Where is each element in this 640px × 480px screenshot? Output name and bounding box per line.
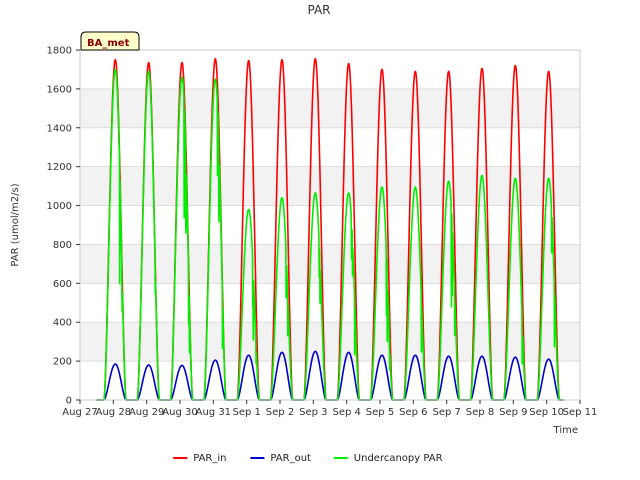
legend-label: PAR_in: [193, 453, 226, 464]
band: [80, 88, 580, 128]
x-tick-label: Sep 9: [499, 407, 527, 418]
legend-label: Undercanopy PAR: [354, 453, 443, 464]
site-label-box: BA_met: [80, 31, 140, 51]
y-tick-label: 1600: [47, 84, 72, 95]
y-tick-label: 400: [53, 318, 72, 329]
y-tick-label: 0: [66, 396, 72, 407]
y-axis-ticks: 0 200 400 600 800 1000 1200 1400 1600 1800: [47, 46, 80, 407]
x-axis-label: Time: [553, 425, 578, 436]
legend: PAR_in PAR_out Undercanopy PAR: [173, 453, 443, 464]
x-tick-label: Aug 28: [96, 407, 131, 418]
y-tick-label: 1000: [47, 201, 72, 212]
y-tick-label: 200: [53, 357, 72, 368]
plot-background: [80, 50, 580, 400]
legend-label: PAR_out: [270, 453, 311, 464]
x-tick-label: Sep 10: [529, 407, 564, 418]
x-tick-label: Sep 1: [232, 407, 260, 418]
x-tick-label: Sep 3: [299, 407, 327, 418]
band: [80, 244, 580, 284]
y-tick-label: 600: [53, 279, 72, 290]
chart-title: PAR: [307, 3, 330, 17]
x-tick-label: Sep 11: [563, 407, 598, 418]
x-tick-label: Sep 4: [332, 407, 360, 418]
x-tick-label: Sep 8: [466, 407, 494, 418]
x-tick-label: Sep 6: [399, 407, 427, 418]
x-tick-label: Aug 27: [62, 407, 97, 418]
x-tick-label: Aug 30: [162, 407, 197, 418]
x-tick-label: Sep 2: [266, 407, 294, 418]
y-tick-label: 1400: [47, 123, 72, 134]
y-tick-label: 800: [53, 240, 72, 251]
band: [80, 166, 580, 206]
x-tick-label: Aug 31: [196, 407, 231, 418]
plot-frame: [79, 49, 581, 401]
y-tick-label: 1800: [47, 46, 72, 57]
x-tick-label: Sep 5: [366, 407, 394, 418]
y-tick-label: 1200: [47, 162, 72, 173]
x-tick-label: Aug 29: [129, 407, 164, 418]
y-axis-label: PAR (umol/m2/s): [10, 183, 21, 266]
band: [80, 322, 580, 362]
x-tick-label: Sep 7: [432, 407, 460, 418]
site-label: BA_met: [87, 38, 130, 49]
